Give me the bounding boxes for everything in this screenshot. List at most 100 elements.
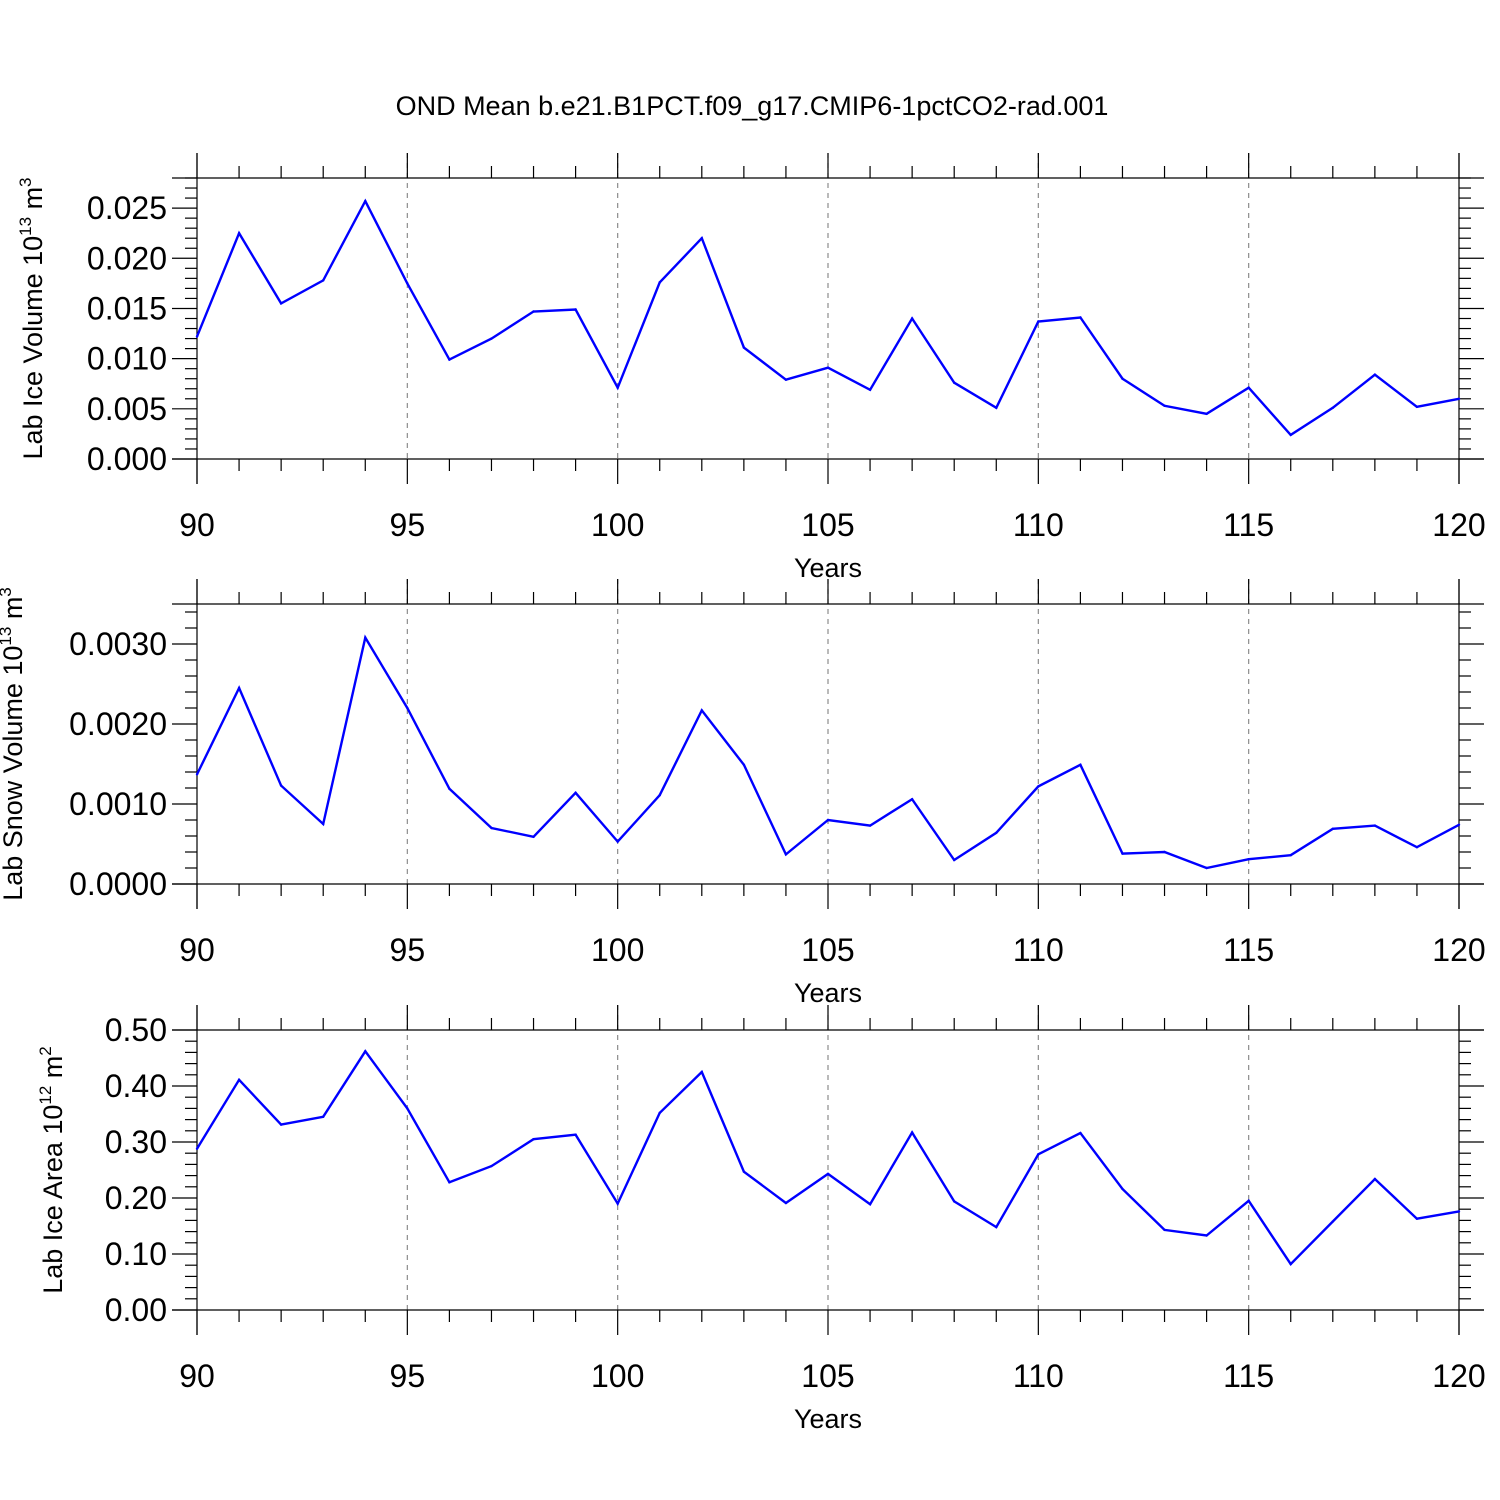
x-tick-label: 105 <box>801 507 854 543</box>
x-tick-label: 95 <box>390 507 426 543</box>
x-tick-label: 100 <box>591 507 644 543</box>
data-point <box>195 773 199 776</box>
data-point <box>490 826 493 830</box>
y-axis-label: Lab Snow Volume 1013 m3 <box>0 587 28 901</box>
data-point <box>1415 405 1419 409</box>
x-tick-label: 105 <box>801 1358 854 1394</box>
y-tick-label: 0.000 <box>87 441 167 477</box>
y-tick-label: 0.0000 <box>69 866 167 902</box>
data-point <box>532 1138 535 1141</box>
y-tick-label: 0.010 <box>87 341 167 377</box>
x-tick-label: 120 <box>1432 507 1485 543</box>
data-point <box>1163 850 1166 854</box>
data-point <box>658 281 661 284</box>
data-point <box>1121 852 1124 855</box>
panel-lab-ice-volume: 90 95 100 105 110 115 120 0.000 0.005 0.010 0.015 0… <box>16 153 1486 583</box>
x-tick-label: 115 <box>1223 1358 1274 1394</box>
y-tick-label: 0.40 <box>105 1068 167 1104</box>
data-point <box>279 784 283 787</box>
y-tick-label: 0.025 <box>87 190 167 226</box>
data-point <box>1457 823 1461 826</box>
y-tick-label: 0.0030 <box>69 626 167 662</box>
data-point <box>826 1172 830 1176</box>
y-tick-label: 0.020 <box>87 240 167 276</box>
x-tick-label: 115 <box>1223 932 1274 968</box>
data-point <box>195 335 199 338</box>
data-point <box>1247 1199 1250 1203</box>
data-point <box>448 1181 451 1184</box>
data-point <box>1247 386 1250 389</box>
data-point <box>953 381 956 384</box>
x-tick-label: 100 <box>591 1358 644 1394</box>
data-point <box>868 388 872 391</box>
data-point <box>742 346 746 349</box>
y-tick-label: 0.005 <box>87 391 167 427</box>
data-point <box>322 1115 325 1119</box>
data-point <box>574 1133 577 1136</box>
x-tick-label: 95 <box>390 1358 426 1394</box>
x-tick-label: 100 <box>591 932 644 968</box>
chart-title: OND Mean b.e21.B1PCT.f09_g17.CMIP6-1pctC… <box>396 91 1109 121</box>
data-point <box>322 822 325 826</box>
data-point <box>1289 433 1292 437</box>
data-point <box>364 199 367 203</box>
panel-lab-snow-volume: 90 95 100 105 110 115 120 0.0000 0.0010 0.0020 0.0… <box>0 579 1486 1008</box>
x-axis-label: Years <box>794 978 862 1008</box>
data-point <box>826 366 830 369</box>
x-tick-label: 110 <box>1013 1358 1064 1394</box>
data-point <box>237 686 241 690</box>
x-tick-label: 90 <box>179 932 215 968</box>
data-point <box>1331 827 1335 830</box>
data-point <box>784 1201 788 1205</box>
data-point <box>1415 1217 1419 1220</box>
data-point <box>237 1078 241 1082</box>
x-tick-label: 120 <box>1432 1358 1485 1394</box>
data-point <box>910 798 914 801</box>
y-tick-label: 0.20 <box>105 1180 167 1216</box>
data-point <box>406 706 409 710</box>
x-tick-label: 95 <box>390 932 426 968</box>
data-point <box>784 853 788 856</box>
data-point <box>1331 1220 1335 1223</box>
data-point <box>995 831 998 834</box>
data-point <box>364 1050 367 1053</box>
data-point <box>616 1202 619 1205</box>
data-point <box>1205 1234 1208 1237</box>
data-point <box>1457 1210 1461 1213</box>
data-point <box>700 1070 703 1074</box>
data-point <box>1205 866 1208 870</box>
data-point <box>910 317 914 320</box>
data-point <box>616 386 619 389</box>
data-point <box>1457 397 1461 400</box>
data-point <box>700 237 703 240</box>
data-point <box>1163 1228 1166 1232</box>
data-point <box>448 358 451 361</box>
data-point <box>1079 316 1082 319</box>
x-tick-label: 120 <box>1432 932 1485 968</box>
y-axis-label: Lab Ice Area 1012 m2 <box>36 1046 68 1294</box>
y-tick-label: 0.50 <box>105 1012 167 1048</box>
data-point <box>195 1147 199 1150</box>
x-axis-label: Years <box>794 1404 862 1434</box>
data-point <box>1079 763 1082 766</box>
data-point <box>532 835 535 838</box>
data-point <box>616 840 619 843</box>
data-point <box>784 378 788 381</box>
data-point <box>1247 858 1250 861</box>
data-point <box>1037 1153 1040 1156</box>
y-tick-label: 0.015 <box>87 290 167 326</box>
data-point <box>1205 412 1208 416</box>
data-point <box>658 1111 661 1115</box>
data-point <box>1163 404 1166 408</box>
y-tick-label: 0.30 <box>105 1124 167 1160</box>
y-tick-label: 0.10 <box>105 1236 167 1272</box>
data-point <box>532 310 535 313</box>
data-point <box>826 818 830 822</box>
data-point <box>1373 373 1377 376</box>
x-tick-label: 90 <box>179 1358 215 1394</box>
data-point <box>742 763 746 766</box>
y-tick-label: 0.00 <box>105 1292 167 1328</box>
data-point <box>1037 785 1040 788</box>
data-point <box>995 406 998 410</box>
x-tick-label: 115 <box>1223 507 1274 543</box>
